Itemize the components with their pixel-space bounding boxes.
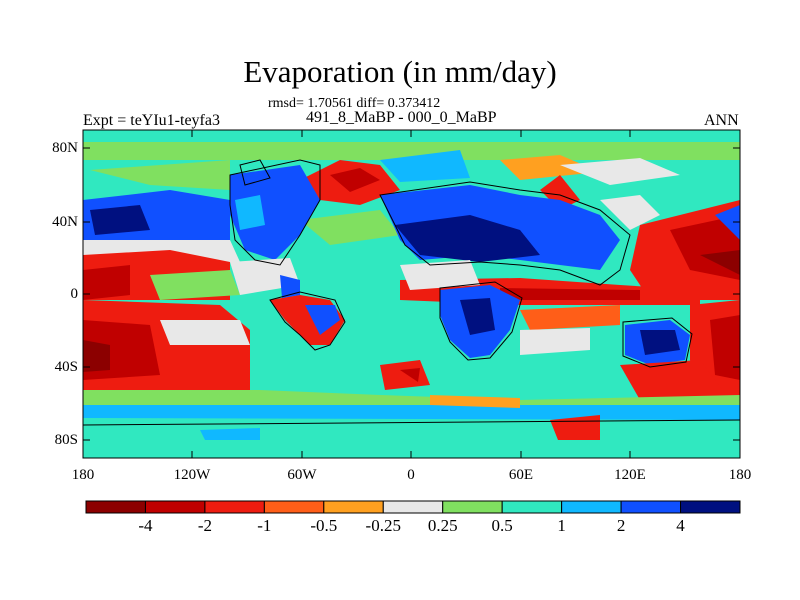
- lon-label: 120E: [614, 467, 646, 483]
- lat-label: 40N: [52, 214, 78, 230]
- stats-text: rmsd= 1.70561 diff= 0.373412: [268, 96, 441, 111]
- colorbar-swatch: [561, 500, 622, 514]
- colorbar-label: -0.5: [310, 516, 338, 535]
- axis-ticks: [83, 130, 740, 458]
- period-label: 491_8_MaBP - 000_0_MaBP: [306, 109, 497, 126]
- lat-label: 80N: [52, 140, 78, 156]
- colorbar-swatch: [85, 500, 146, 514]
- experiment-label: Expt = teYIu1-teyfa3: [83, 112, 220, 129]
- continent-outlines: [83, 159, 740, 426]
- colorbar-label: -4: [138, 516, 153, 535]
- lon-label: 120W: [173, 467, 211, 483]
- map-title: Evaporation (in mm/day): [243, 54, 557, 89]
- colorbar-swatch: [144, 500, 206, 514]
- lon-label: 0: [407, 467, 415, 483]
- lat-label: 40S: [54, 359, 78, 375]
- season-label: ANN: [704, 112, 739, 129]
- colorbar-label: 4: [676, 516, 685, 535]
- colorbar-swatch: [323, 500, 384, 514]
- colorbar-label: 2: [616, 516, 626, 535]
- lon-label: 180: [728, 467, 752, 483]
- lon-label: 60W: [287, 467, 317, 483]
- colorbar-label: -0.25: [365, 516, 401, 535]
- colorbar-swatch: [442, 500, 503, 514]
- colorbar-swatch: [620, 500, 682, 514]
- lat-label: 0: [70, 286, 79, 302]
- evaporation-field: [83, 130, 740, 458]
- colorbar-label: 1: [557, 516, 566, 535]
- colorbar-label: -2: [197, 516, 212, 535]
- colorbar-swatch: [263, 500, 325, 514]
- colorbar-swatch: [501, 500, 563, 514]
- colorbar: [85, 500, 741, 514]
- colorbar-swatch: [680, 500, 741, 514]
- lon-label: 180: [71, 467, 95, 483]
- colorbar-swatch: [382, 500, 444, 514]
- colorbar-label: 0.25: [427, 516, 458, 535]
- lat-label: 80S: [54, 432, 78, 448]
- lon-label: 60E: [508, 467, 534, 483]
- colorbar-label: -1: [257, 516, 272, 535]
- colorbar-swatch: [204, 500, 265, 514]
- colorbar-label: 0.5: [491, 516, 513, 535]
